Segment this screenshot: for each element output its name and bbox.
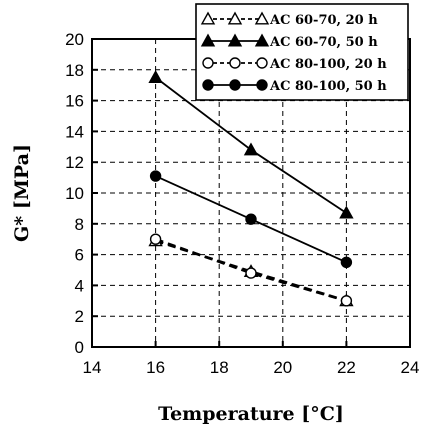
legend-marker-2: [256, 57, 268, 69]
legend-marker-3: [229, 79, 241, 91]
legend-marker-1: [200, 33, 216, 47]
legend-marker-3: [256, 79, 268, 91]
series-layer: [148, 70, 354, 307]
y-tick-label: 2: [75, 307, 84, 326]
data-point-series-2: [149, 233, 162, 245]
y-tick-label: 0: [75, 338, 84, 357]
x-tick-label: 16: [146, 358, 165, 377]
x-tick-label: 14: [83, 358, 102, 377]
legend-marker-2: [202, 57, 214, 69]
y-axis-title: G* [MPa]: [11, 144, 33, 242]
legend-marker-3: [202, 79, 214, 91]
legend-marker-2: [229, 57, 241, 69]
legend-marker-0: [200, 11, 216, 25]
x-tick-label: 20: [273, 358, 292, 377]
data-point-series-2: [245, 267, 257, 279]
y-tick-label: 10: [65, 184, 84, 203]
legend-marker-0: [254, 11, 270, 25]
y-tick-label: 14: [65, 122, 84, 141]
data-point-series-1: [243, 142, 259, 156]
legend-label-2: AC 80-100, 20 h: [269, 57, 387, 72]
legend: AC 60-70, 20 h AC 60-70, 50 h AC 80-100, 2…: [195, 3, 409, 101]
series-line-2: [155, 237, 347, 303]
y-tick-label: 20: [65, 30, 84, 49]
legend-label-3: AC 80-100, 50 h: [269, 79, 387, 94]
legend-marker-1: [227, 33, 243, 47]
data-point-series-3: [149, 170, 162, 182]
y-tick-label: 8: [75, 215, 84, 234]
y-tick-label: 6: [75, 246, 84, 265]
y-tick-label: 18: [65, 61, 84, 80]
legend-marker-0: [227, 11, 243, 25]
data-point-series-2: [340, 295, 353, 307]
y-tick-label: 16: [65, 92, 84, 111]
y-tick-label: 4: [75, 276, 84, 295]
legend-marker-1: [254, 33, 270, 47]
data-point-series-1: [148, 70, 163, 84]
x-tick-label: 22: [337, 358, 356, 377]
data-point-series-3: [245, 213, 257, 225]
legend-label-1: AC 60-70, 50 h: [269, 35, 378, 50]
y-tick-label: 12: [65, 153, 84, 172]
x-axis-title: Temperature [°C]: [158, 403, 344, 425]
x-tick-label: 24: [401, 358, 420, 377]
x-tick-label: 18: [210, 358, 229, 377]
data-point-series-3: [340, 256, 353, 268]
data-point-series-1: [339, 205, 354, 219]
legend-label-0: AC 60-70, 20 h: [269, 13, 378, 28]
